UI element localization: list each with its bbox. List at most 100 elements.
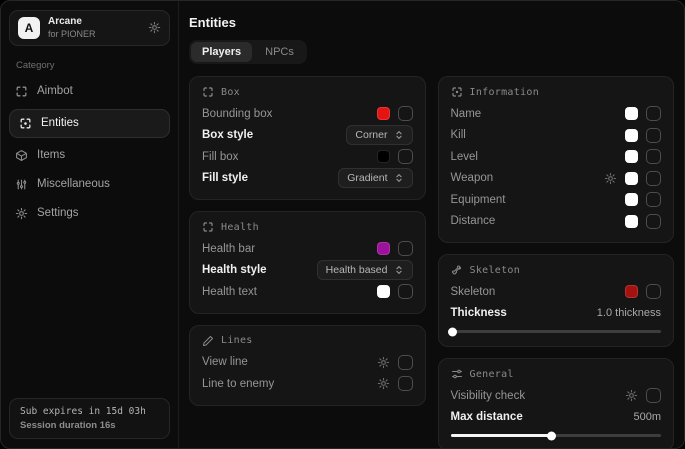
setting-row-weapon: Weapon xyxy=(450,168,661,190)
checkbox[interactable] xyxy=(397,376,413,392)
fill-style-dropdown[interactable]: Gradient xyxy=(338,168,413,189)
setting-label: Name xyxy=(450,107,482,120)
setting-row-fill-style: Fill style Gradient xyxy=(202,168,413,190)
dropdown-value: Gradient xyxy=(347,172,388,185)
brand-logo: A xyxy=(18,16,40,39)
checkbox[interactable] xyxy=(397,284,413,300)
sidebar-item-aimbot[interactable]: Aimbot xyxy=(1,78,178,105)
radar-icon xyxy=(451,87,462,97)
setting-label: Kill xyxy=(450,129,466,142)
brand-subtitle: for PIONER xyxy=(48,28,96,39)
unfold-icon xyxy=(395,174,402,183)
category-label: Category xyxy=(16,59,55,71)
checkbox[interactable] xyxy=(646,127,661,143)
subscription-card: Sub expires in 15d 03h Session duration … xyxy=(9,398,170,439)
checkbox[interactable] xyxy=(646,149,661,165)
checkbox[interactable] xyxy=(646,284,661,300)
setting-label: Health bar xyxy=(202,242,256,255)
setting-row-view-line: View line xyxy=(202,352,413,374)
max-distance-slider[interactable] xyxy=(450,431,661,440)
color-swatch[interactable] xyxy=(376,107,390,121)
color-swatch[interactable] xyxy=(625,214,638,228)
brand-card: A Arcane for PIONER xyxy=(9,10,170,46)
setting-label: Weapon xyxy=(450,172,494,185)
sliders-icon xyxy=(451,369,462,379)
main-content: Entities Players NPCs Box Bounding box xyxy=(179,1,684,448)
session-duration-text: Session duration 16s xyxy=(20,420,116,431)
checkbox[interactable] xyxy=(397,241,413,257)
setting-row-equipment: Equipment xyxy=(450,189,661,211)
gear-icon[interactable] xyxy=(148,21,161,34)
sidebar-item-label: Miscellaneous xyxy=(37,178,110,191)
setting-label: Equipment xyxy=(450,193,506,206)
setting-label: Box style xyxy=(202,129,254,142)
color-swatch[interactable] xyxy=(625,128,638,142)
box-style-dropdown[interactable]: Corner xyxy=(346,125,413,146)
setting-label: Health style xyxy=(202,264,267,277)
thickness-slider[interactable] xyxy=(447,327,661,336)
page-title: Entities xyxy=(189,15,236,30)
card-header: Lines xyxy=(221,335,253,346)
setting-row-max-distance: Max distance 500m xyxy=(451,407,662,429)
card-header: Skeleton xyxy=(469,264,521,276)
color-swatch[interactable] xyxy=(625,150,638,164)
gear-icon[interactable] xyxy=(625,389,638,402)
pencil-icon xyxy=(203,335,213,346)
scan-icon xyxy=(203,87,213,97)
setting-row-distance: Distance xyxy=(451,211,661,233)
sidebar-item-miscellaneous[interactable]: Miscellaneous xyxy=(1,171,178,198)
checkbox[interactable] xyxy=(397,149,413,165)
color-swatch[interactable] xyxy=(625,171,638,185)
tab-players[interactable]: Players xyxy=(191,42,253,62)
setting-row-box-style: Box style Corner xyxy=(202,125,413,147)
lines-card: Lines View line Line to enemy xyxy=(189,324,426,406)
tab-npcs[interactable]: NPCs xyxy=(265,46,294,58)
health-card: Health Health bar Health style Health ba… xyxy=(189,211,426,314)
sidebar-item-label: Items xyxy=(37,149,66,162)
setting-label: Fill box xyxy=(202,150,239,163)
information-card: Information Name Kill xyxy=(437,76,674,243)
color-swatch[interactable] xyxy=(376,150,390,164)
skeleton-card: Skeleton Skeleton Thickness 1.0 thicknes… xyxy=(437,254,674,347)
package-icon xyxy=(16,149,27,162)
checkbox[interactable] xyxy=(646,170,661,186)
checkbox[interactable] xyxy=(646,388,661,404)
setting-label: Line to enemy xyxy=(202,377,275,390)
unfold-icon xyxy=(395,131,402,140)
gear-icon xyxy=(15,207,28,219)
gear-icon[interactable] xyxy=(377,356,390,369)
sidebar-item-label: Aimbot xyxy=(37,85,73,98)
setting-row-kill: Kill xyxy=(450,125,661,147)
health-style-dropdown[interactable]: Health based xyxy=(316,260,413,281)
gear-icon[interactable] xyxy=(604,172,617,185)
sidebar-item-items[interactable]: Items xyxy=(1,142,178,169)
setting-row-name: Name xyxy=(450,103,661,125)
setting-label: Level xyxy=(450,150,479,163)
checkbox[interactable] xyxy=(397,354,413,370)
checkbox[interactable] xyxy=(397,106,413,122)
sidebar-item-settings[interactable]: Settings xyxy=(1,200,178,227)
setting-row-thickness: Thickness 1.0 thickness xyxy=(451,303,662,325)
setting-row-level: Level xyxy=(450,146,661,168)
color-swatch[interactable] xyxy=(376,285,390,299)
setting-row-health-style: Health style Health based xyxy=(202,260,413,282)
color-swatch[interactable] xyxy=(625,285,638,299)
sidebar-item-entities[interactable]: Entities xyxy=(9,108,170,138)
setting-row-bounding-box: Bounding box xyxy=(202,103,413,125)
setting-label: Visibility check xyxy=(450,389,526,402)
radar-icon xyxy=(20,118,31,129)
color-swatch[interactable] xyxy=(376,242,390,256)
bone-icon xyxy=(451,265,461,275)
checkbox[interactable] xyxy=(646,213,661,229)
slider-value: 1.0 thickness xyxy=(596,307,661,320)
color-swatch[interactable] xyxy=(625,193,638,207)
setting-row-line-to-enemy: Line to enemy xyxy=(202,373,413,395)
checkbox[interactable] xyxy=(646,192,661,208)
checkbox[interactable] xyxy=(646,106,661,122)
slider-thumb[interactable] xyxy=(546,431,556,440)
color-swatch[interactable] xyxy=(625,107,638,121)
gear-icon[interactable] xyxy=(377,377,390,390)
setting-label: Health text xyxy=(202,285,257,298)
setting-label: Max distance xyxy=(450,411,523,424)
slider-thumb[interactable] xyxy=(447,327,457,336)
